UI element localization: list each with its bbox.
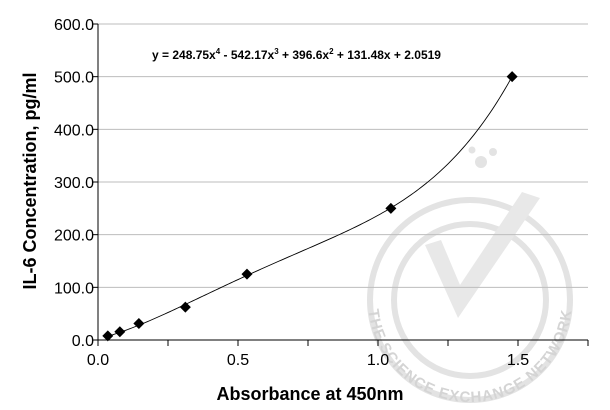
y-tick-label: 200.0 — [54, 228, 94, 245]
gridlines — [98, 23, 588, 288]
watermark: THE SCIENCE EXCHANGE NETWORK — [364, 146, 575, 406]
checkmark-icon — [425, 192, 540, 318]
watermark-dot — [475, 156, 487, 168]
trendline-equation: y = 248.75x4 - 542.17x3 + 396.6x2 + 131.… — [152, 47, 441, 62]
y-tick-label: 600.0 — [54, 17, 94, 34]
data-point-diamond — [506, 71, 518, 83]
y-tick-label: 0.0 — [72, 333, 94, 350]
trendline — [106, 75, 513, 338]
tick-labels: 0.0 100.0 200.0 300.0 400.0 500.0 600.0 0.0 0.5 1… — [54, 17, 529, 369]
x-tick-label: 0.5 — [227, 352, 249, 369]
data-point-diamond — [133, 318, 145, 330]
x-axis-title: Absorbance at 450nm — [216, 384, 403, 404]
x-tick-label: 1.5 — [507, 352, 529, 369]
x-tick-label: 0.0 — [87, 352, 109, 369]
y-tick-label: 400.0 — [54, 122, 94, 139]
watermark-dot — [468, 146, 476, 154]
y-tick-label: 300.0 — [54, 175, 94, 192]
data-point-diamond — [179, 301, 191, 313]
data-point-diamond — [385, 202, 397, 214]
data-points — [102, 71, 518, 342]
y-axis-title: IL-6 Concentration, pg/ml — [20, 72, 40, 289]
data-point-diamond — [102, 330, 114, 342]
watermark-dot — [489, 148, 497, 156]
x-tick-label: 1.0 — [367, 352, 389, 369]
data-point-diamond — [114, 326, 126, 338]
y-tick-label: 500.0 — [54, 70, 94, 87]
data-point-diamond — [241, 268, 253, 280]
y-tick-label: 100.0 — [54, 280, 94, 297]
axes — [93, 23, 589, 346]
